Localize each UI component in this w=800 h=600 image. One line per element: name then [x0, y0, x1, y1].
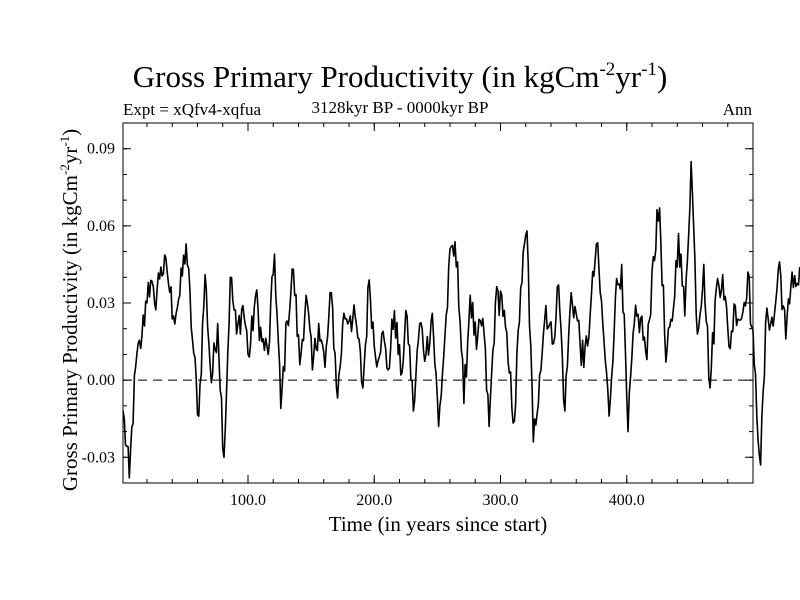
period-label: 3128kyr BP - 0000kyr BP: [311, 98, 489, 117]
y-tick-label: 0.09: [87, 141, 115, 158]
x-tick-label: 200.0: [356, 492, 392, 509]
chart-title: Gross Primary Productivity (in kgCm-2yr-…: [132, 59, 668, 94]
y-tick-label: 0.06: [87, 218, 115, 235]
x-tick-label: 300.0: [482, 492, 518, 509]
y-tick-label: -0.03: [82, 449, 115, 466]
series-line-gpp: [122, 160, 800, 479]
y-tick-label: 0.03: [87, 295, 115, 312]
plot-frame: [122, 122, 754, 484]
x-axis-label: Time (in years since start): [328, 512, 548, 536]
x-tick-label: 100.0: [230, 492, 266, 509]
season-label: Ann: [722, 100, 752, 119]
y-tick-label: 0.00: [87, 372, 115, 389]
experiment-label: Expt = xQfv4-xqfua: [123, 100, 262, 119]
x-tick-label: 400.0: [609, 492, 645, 509]
